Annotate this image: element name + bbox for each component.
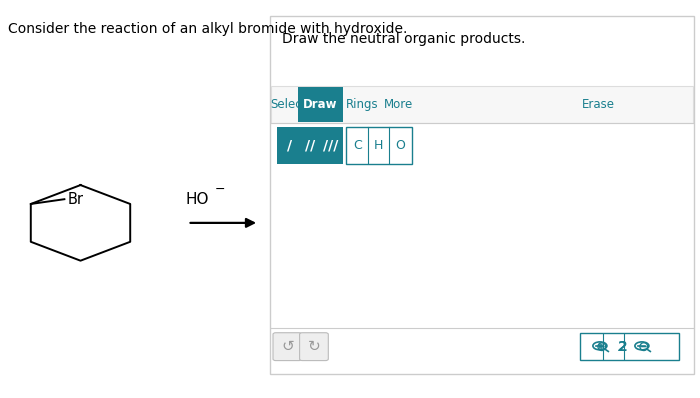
Text: ///: /// <box>323 138 339 152</box>
FancyBboxPatch shape <box>270 16 694 374</box>
Text: 2: 2 <box>618 339 626 354</box>
FancyBboxPatch shape <box>319 127 343 164</box>
Text: Erase: Erase <box>582 98 615 111</box>
FancyBboxPatch shape <box>298 127 322 164</box>
Text: C: C <box>354 139 362 152</box>
Text: ↺: ↺ <box>281 339 294 354</box>
FancyBboxPatch shape <box>300 333 328 361</box>
FancyBboxPatch shape <box>346 127 412 164</box>
Text: More: More <box>384 98 414 111</box>
FancyBboxPatch shape <box>298 87 343 122</box>
Text: /: / <box>286 138 292 152</box>
FancyBboxPatch shape <box>277 127 301 164</box>
Text: HO: HO <box>186 191 209 207</box>
Text: Rings: Rings <box>346 98 379 111</box>
Text: ⊕: ⊕ <box>596 339 607 354</box>
Text: Draw the neutral organic products.: Draw the neutral organic products. <box>282 32 526 46</box>
Text: ↻: ↻ <box>307 339 321 354</box>
Text: Select: Select <box>270 98 307 111</box>
Text: 2: 2 <box>617 339 627 354</box>
Text: //: // <box>305 138 315 152</box>
Text: H: H <box>374 139 384 152</box>
Text: Draw: Draw <box>303 98 338 111</box>
Text: Br: Br <box>67 192 83 207</box>
Text: O: O <box>395 139 405 152</box>
FancyBboxPatch shape <box>271 86 693 123</box>
Text: ⊖: ⊖ <box>638 339 649 354</box>
FancyBboxPatch shape <box>580 333 679 360</box>
Text: Consider the reaction of an alkyl bromide with hydroxide.: Consider the reaction of an alkyl bromid… <box>8 22 408 36</box>
Text: −: − <box>215 183 225 195</box>
FancyBboxPatch shape <box>273 333 302 361</box>
